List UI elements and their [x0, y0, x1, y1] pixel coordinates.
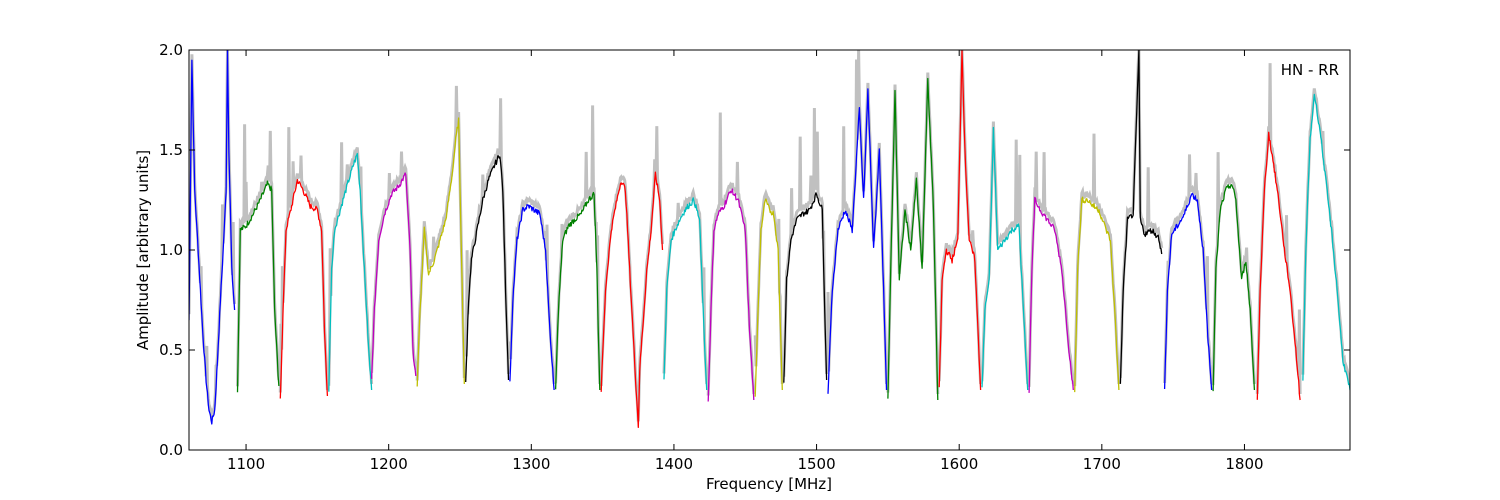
band-series-0 — [189, 50, 236, 425]
band-series-12 — [754, 198, 783, 397]
x-tick-label: 1700 — [1083, 455, 1121, 473]
band-series-15 — [887, 77, 939, 401]
x-tick-label: 1500 — [797, 455, 835, 473]
band-series-10 — [663, 197, 708, 391]
band-series-8 — [554, 191, 601, 391]
raw-band-10 — [662, 186, 709, 385]
band-series-18 — [1028, 196, 1074, 393]
band-series-11 — [707, 188, 755, 402]
x-tick-label: 1200 — [370, 455, 408, 473]
band-series-22 — [1212, 184, 1256, 392]
y-axis-label: Amplitude [arbitrary units] — [134, 150, 152, 350]
annotation-label: HN - RR — [1281, 61, 1339, 79]
raw-band-20 — [1118, 50, 1164, 378]
x-tick-label: 1100 — [227, 455, 265, 473]
y-tick-label: 1.0 — [159, 241, 183, 259]
x-axis-label: Frequency [MHz] — [706, 475, 832, 493]
band-series-6 — [465, 155, 510, 383]
x-tick-label: 1400 — [655, 455, 693, 473]
band-series-7 — [509, 204, 555, 391]
band-series-13 — [783, 192, 828, 383]
y-tick-label: 1.5 — [159, 141, 183, 159]
plot-area — [189, 50, 1350, 450]
x-axis: 1100 1200 1300 1400 1500 1600 1700 1800 — [227, 50, 1264, 473]
band-series-17 — [981, 126, 1029, 391]
band-series-3 — [328, 152, 373, 392]
band-series-19 — [1074, 196, 1120, 393]
raw-band-8 — [554, 105, 602, 385]
band-series-23 — [1256, 131, 1301, 401]
x-tick-label: 1600 — [940, 455, 978, 473]
band-series-14 — [827, 88, 888, 394]
raw-band-13 — [782, 107, 829, 377]
band-series-16 — [938, 50, 982, 391]
band-series-4 — [370, 172, 417, 379]
band-series-21 — [1163, 192, 1213, 391]
x-tick-label: 1800 — [1225, 455, 1263, 473]
band-series-2 — [279, 178, 329, 399]
band-series-9 — [600, 171, 664, 429]
y-tick-label: 0.5 — [159, 341, 183, 359]
y-tick-label: 0.0 — [159, 441, 183, 459]
x-tick-label: 1300 — [512, 455, 550, 473]
band-series-5 — [416, 117, 465, 387]
raw-band-7 — [508, 195, 556, 385]
y-tick-label: 2.0 — [159, 41, 183, 59]
band-series-20 — [1119, 50, 1163, 384]
band-series-24 — [1302, 93, 1350, 391]
y-axis: 0.0 0.5 1.0 1.5 2.0 — [159, 41, 1350, 459]
band-series-1 — [236, 180, 280, 393]
series-layer — [189, 50, 1350, 429]
raw-band-2 — [278, 127, 329, 393]
